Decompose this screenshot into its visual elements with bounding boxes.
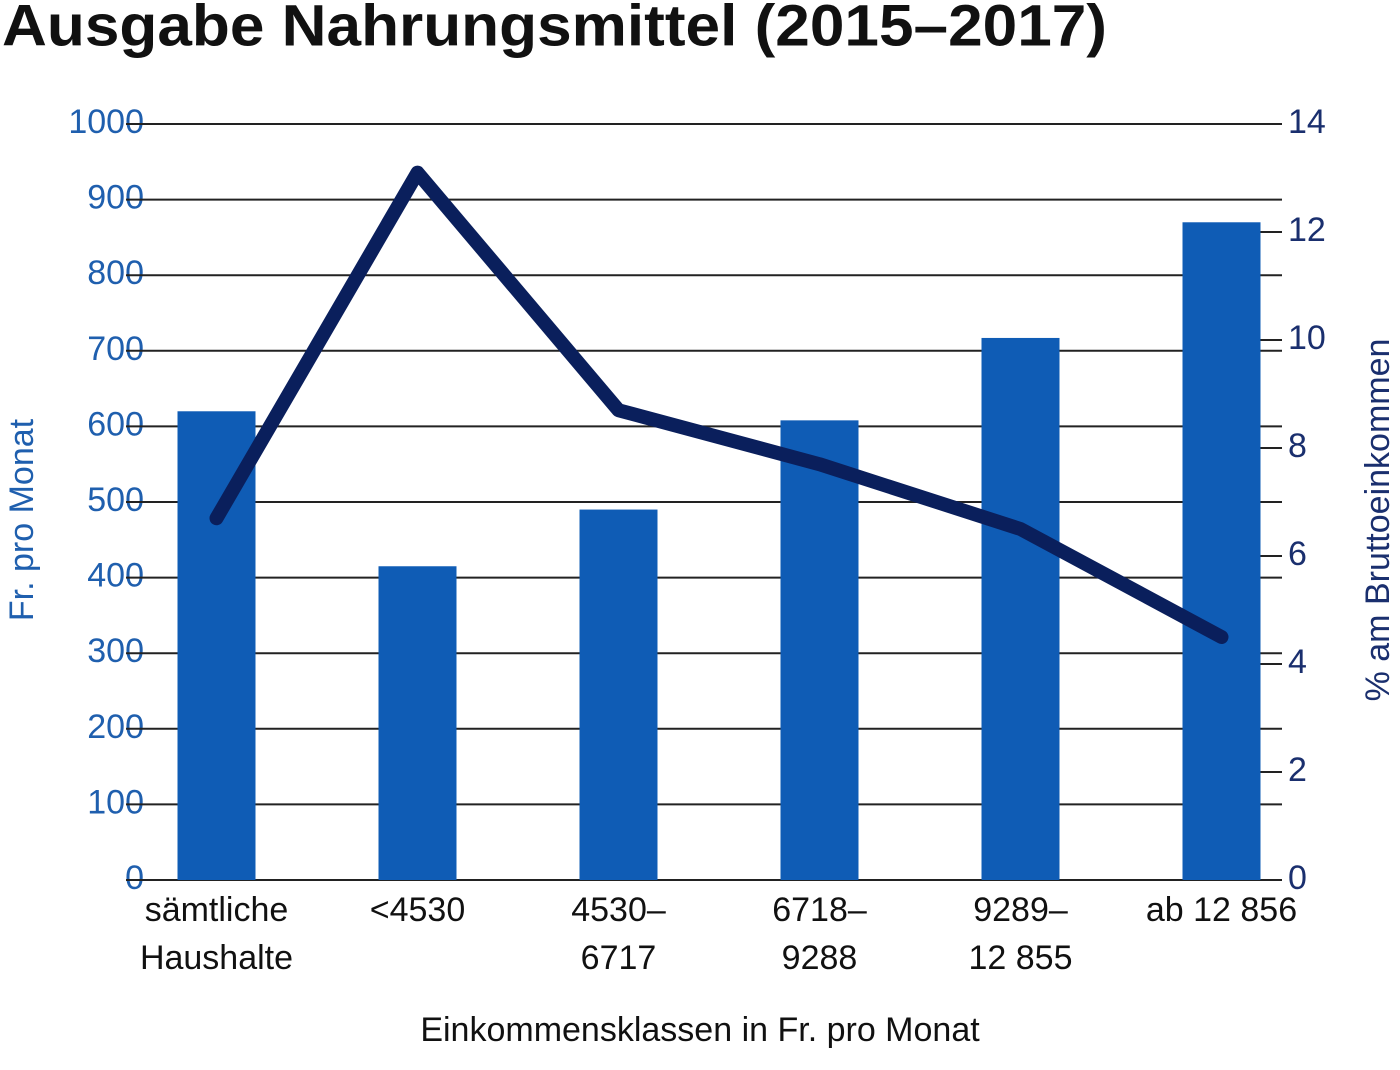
y-tick-label: 800 [87,254,144,292]
x-tick-label: 12 855 [969,939,1073,977]
y-tick-label: 200 [87,708,144,746]
y-tick-label: 300 [87,632,144,670]
y-tick-label: 600 [87,405,144,443]
y2-axis-label: % am Bruttoeinkommen [1359,339,1397,702]
y2-tick-label: 8 [1288,427,1307,465]
y2-tick-label: 14 [1288,103,1326,141]
y2-tick-label: 10 [1288,319,1326,357]
y-tick-label: 0 [125,859,144,897]
x-tick-label: Haushalte [140,939,293,977]
y2-tick-label: 0 [1288,859,1307,897]
y-tick-label: 100 [87,783,144,821]
x-axis-label: Einkommensklassen in Fr. pro Monat [420,1011,980,1049]
x-tick-label: 4530– [571,891,666,929]
bar [1182,222,1261,880]
bar [981,337,1060,880]
y-tick-label: 400 [87,557,144,595]
y-tick-label: 900 [87,179,144,217]
bar [579,509,658,880]
line [209,165,1229,644]
x-tick-label: sämtliche [145,891,289,929]
y2-tick-label: 12 [1288,211,1326,249]
y-tick-label: 1000 [68,103,144,141]
y2-tick-label: 4 [1288,643,1307,681]
x-tick-label: 6717 [581,939,657,977]
x-tick-label: 9289– [973,891,1068,929]
y-tick-label: 700 [87,330,144,368]
bar [780,420,859,880]
y2-tick-label: 2 [1288,751,1307,789]
x-tick-label: <4530 [370,891,466,929]
y2-tick-label: 6 [1288,535,1307,573]
y-axis-label: Fr. pro Monat [3,418,41,621]
bar [378,566,457,880]
y-tick-label: 500 [87,481,144,519]
chart-title: Ausgabe Nahrungsmittel (2015–2017) [2,0,1107,58]
bar [177,411,256,880]
x-tick-label: ab 12 856 [1146,891,1297,929]
x-tick-label: 9288 [782,939,858,977]
x-tick-label: 6718– [772,891,867,929]
